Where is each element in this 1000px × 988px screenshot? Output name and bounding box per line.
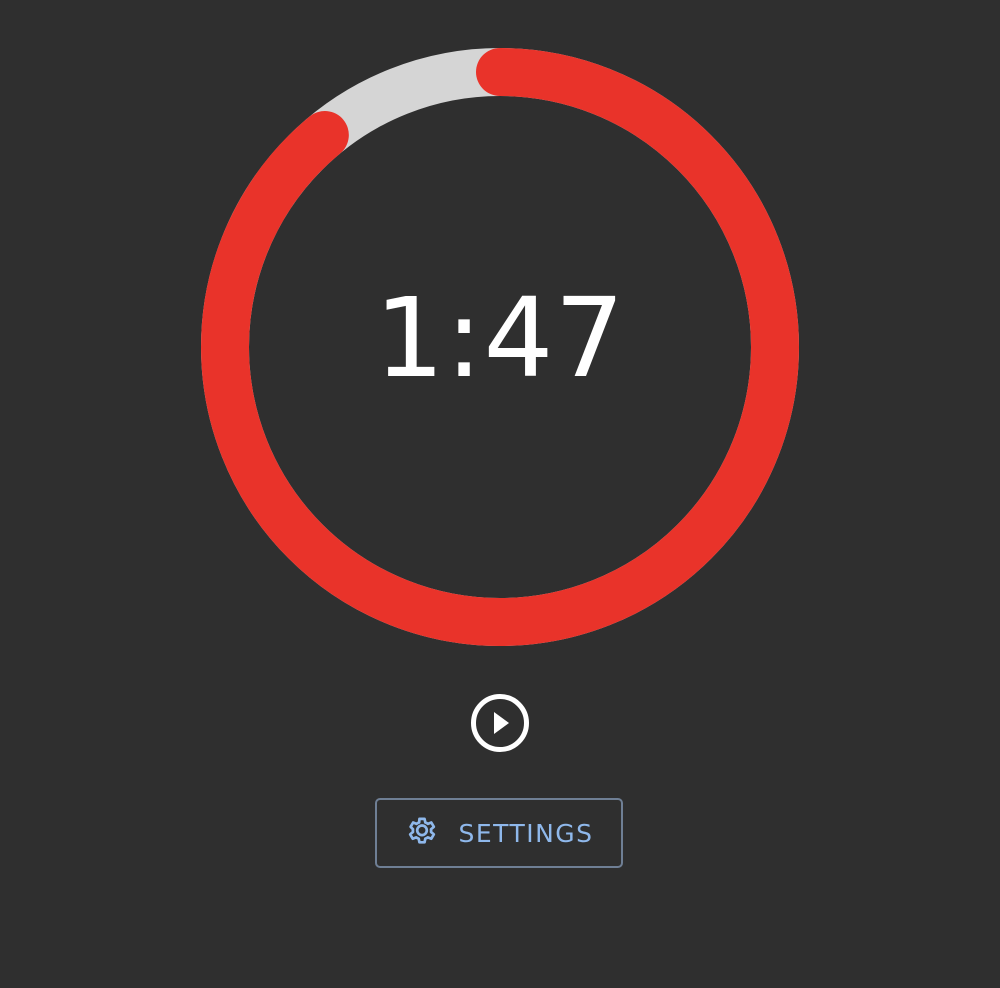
settings-button[interactable]: SETTINGS <box>375 798 623 868</box>
time-remaining: 1:47 <box>374 274 626 402</box>
play-button[interactable] <box>470 693 530 753</box>
timer-progress-ring <box>201 48 799 646</box>
timer-ring-progress <box>201 48 799 646</box>
settings-button-label: SETTINGS <box>458 818 594 848</box>
timer-display-area: 1:47 <box>200 47 800 647</box>
play-circle-icon <box>471 694 529 752</box>
gear-icon <box>409 817 436 844</box>
